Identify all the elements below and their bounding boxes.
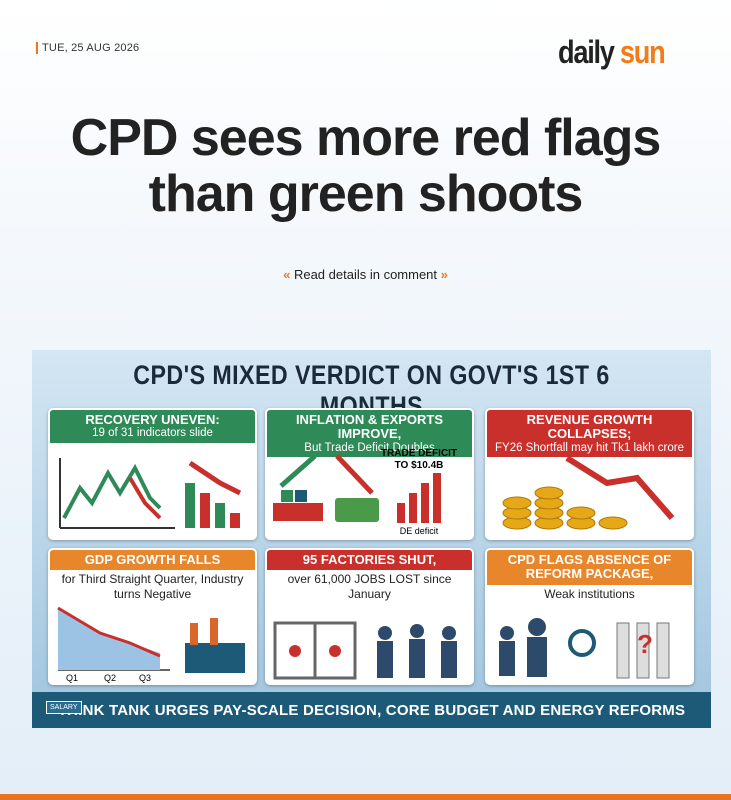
panel-subtitle: 19 of 31 indicators slide (92, 427, 213, 440)
bar-icon (397, 503, 405, 523)
arrow (335, 454, 374, 495)
label: DE deficit (400, 526, 439, 536)
panel: 95 FACTORIES SHUT, over 61,000 JOBS LOST… (265, 548, 474, 685)
chevron: » (440, 267, 448, 282)
icon: ? (499, 618, 670, 679)
headline: CPD sees more red flags (70, 109, 662, 167)
panel-subtitle: for Third Straight Quarter, Industry tur… (61, 572, 244, 601)
coins (502, 496, 532, 510)
panel-subtitle: FY26 Shortfall may hit Tk1 lakh crore (495, 441, 684, 454)
headline: than green shoots (148, 165, 584, 223)
workers (441, 641, 457, 678)
panel: RECOVERY UNEVEN: 19 of 31 indicators slid… (48, 408, 257, 540)
trend (62, 463, 162, 519)
cash (335, 498, 379, 522)
infographic-title: CPD'S MIXED VERDICT ON GOVT'S 1ST 6 MONT… (133, 360, 610, 421)
panel-subtitle: But Trade Deficit Doubles (304, 441, 435, 454)
bar-icon (421, 483, 429, 523)
icon: TRADE DEFICIT TO $10.4B DE deficit (273, 448, 457, 536)
trend (128, 476, 162, 520)
workers (409, 639, 425, 678)
panel-header: INFLATION & EXPORTS IMPROVE, But Trade De… (267, 410, 472, 458)
panel-title: CPD FLAGS ABSENCE OF REFORM PACKAGE, (507, 552, 672, 582)
panel-header: GDP GROWTH FALLS (50, 550, 255, 571)
trend (57, 606, 161, 658)
date: TUE, 25 AUG 2026 (36, 42, 139, 54)
logo: daily sun (558, 34, 666, 71)
bottom-bar (0, 794, 731, 800)
cta-text: Read details in comment (293, 267, 438, 282)
panel-subtitle: Weak institutions (544, 586, 635, 601)
arrow (279, 454, 317, 488)
workers (442, 626, 456, 640)
arrow (565, 455, 675, 520)
icon: Q1 Q2 Q3 (57, 606, 245, 683)
workers (378, 626, 392, 640)
panel-title: 95 FACTORIES SHUT, (302, 552, 437, 567)
factory (185, 643, 245, 673)
pillars (616, 622, 670, 679)
question-icon: ? (637, 629, 653, 659)
people (499, 618, 547, 677)
panel-header: REVENUE GROWTH COLLAPSES; FY26 Shortfall … (487, 410, 692, 458)
people (500, 626, 514, 640)
infographic: CPD'S MIXED VERDICT ON GOVT'S 1ST 6 MONT… (32, 350, 711, 728)
label: TRADE DEFICIT (381, 448, 457, 459)
panel-header: RECOVERY UNEVEN: 19 of 31 indicators slid… (50, 410, 255, 443)
bar-icon (185, 483, 195, 528)
coins (598, 516, 628, 530)
stop (289, 645, 301, 657)
label: Q3 (139, 673, 151, 683)
workers (410, 624, 424, 638)
pillars (656, 622, 670, 679)
salary-icon: SALARY (46, 701, 82, 714)
icon (59, 458, 242, 529)
bar-icon (200, 493, 210, 528)
bar-icon (433, 473, 441, 523)
logo-sun: sun (619, 34, 666, 70)
label: TO $10.4B (395, 460, 444, 471)
workers (377, 641, 393, 678)
coins (534, 486, 564, 500)
people (527, 637, 547, 677)
people (528, 618, 546, 636)
pillars (616, 622, 630, 679)
bar-icon (215, 503, 225, 528)
icon (273, 621, 457, 680)
panel-header: 95 FACTORIES SHUT, (267, 550, 472, 571)
container (295, 490, 307, 502)
label: Q2 (104, 673, 116, 683)
panel: GDP GROWTH FALLS for Third Straight Quar… (48, 548, 257, 685)
ship (273, 503, 323, 521)
coins (566, 506, 596, 520)
bar-icon (409, 493, 417, 523)
pillars (636, 622, 650, 679)
panel: REVENUE GROWTH COLLAPSES; FY26 Shortfall … (485, 408, 694, 540)
gear (568, 629, 596, 657)
panel-title: INFLATION & EXPORTS IMPROVE, (295, 412, 444, 442)
panel: CPD FLAGS ABSENCE OF REFORM PACKAGE, Wea… (485, 548, 694, 685)
banner: THINK TANK URGES PAY-SCALE DECISION, COR… (32, 692, 711, 728)
stop (329, 645, 341, 657)
panel-header: CPD FLAGS ABSENCE OF REFORM PACKAGE, (487, 550, 692, 585)
container (281, 490, 293, 502)
workers (377, 624, 457, 678)
cta: « Read details in comment » (0, 267, 731, 282)
panel-subtitle: over 61,000 JOBS LOST since January (287, 572, 452, 601)
panel: INFLATION & EXPORTS IMPROVE, But Trade De… (265, 408, 474, 540)
chimney (210, 618, 218, 645)
logo-daily: daily (558, 34, 615, 70)
chimney (190, 623, 198, 645)
coins (502, 486, 628, 530)
arrow (188, 460, 242, 496)
label: Q1 (66, 673, 78, 683)
panel-title: GDP GROWTH FALLS (84, 552, 221, 567)
icon (502, 455, 675, 530)
bar-icon (230, 513, 240, 528)
chevron: « (283, 267, 291, 282)
panel-title: RECOVERY UNEVEN: (85, 412, 220, 427)
panel-title: REVENUE GROWTH COLLAPSES; (526, 412, 653, 442)
people (499, 641, 515, 676)
